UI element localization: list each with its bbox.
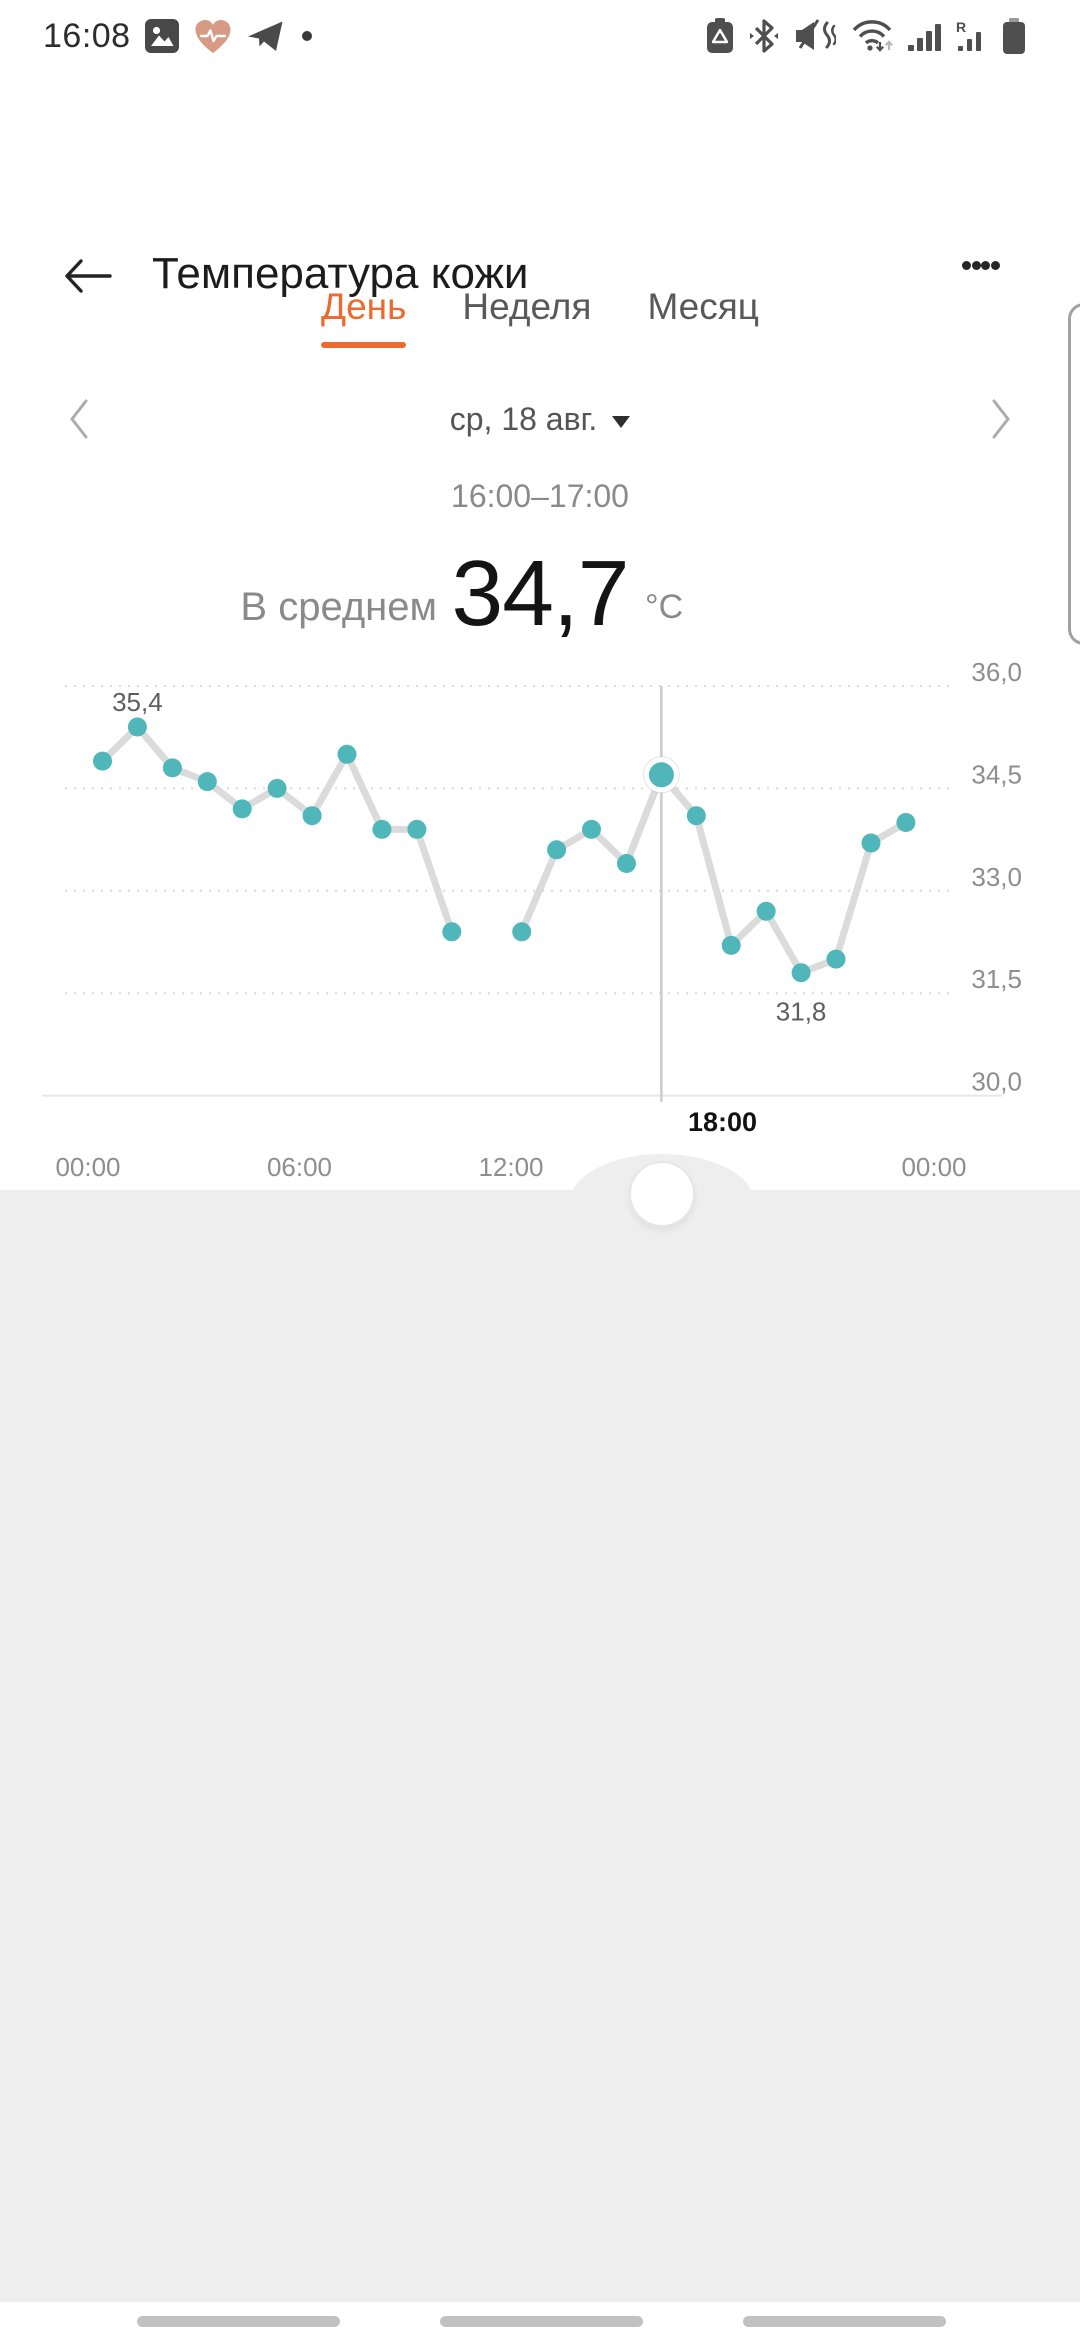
chart-point xyxy=(756,901,776,921)
tab-week-label: Неделя xyxy=(462,286,592,327)
header: Температура кожи xyxy=(0,118,1080,298)
annotation-label: 31,8 xyxy=(776,997,827,1027)
annotation-label: 35,4 xyxy=(112,687,163,717)
chart-point xyxy=(896,813,916,832)
y-axis-label: 30,0 xyxy=(971,1067,1022,1097)
health-heart-notification-icon xyxy=(195,19,231,53)
chart-point xyxy=(617,854,636,873)
status-bar-right: R xyxy=(706,0,1026,72)
roaming-signal-icon: R xyxy=(956,20,981,51)
x-axis-label: 12:00 xyxy=(478,1152,543,1182)
chart-point xyxy=(861,833,881,853)
chart-point xyxy=(197,772,217,792)
nav-pill-back[interactable] xyxy=(743,2316,946,2327)
chart-point xyxy=(127,717,147,737)
caret-down-icon xyxy=(612,415,631,428)
page-title: Температура кожи xyxy=(152,249,529,298)
scroll-indicator[interactable] xyxy=(1068,303,1080,645)
chart-line xyxy=(99,723,910,977)
x-axis-label: 06:00 xyxy=(267,1152,332,1182)
battery-saver-icon xyxy=(707,18,733,53)
selected-point xyxy=(648,762,674,788)
chart-point xyxy=(372,819,392,839)
dot xyxy=(990,261,1000,270)
y-axis-label: 34,5 xyxy=(971,759,1022,789)
tab-month-label: Месяц xyxy=(647,286,759,327)
next-day-button[interactable] xyxy=(986,397,1016,441)
y-axis-label: 31,5 xyxy=(971,964,1022,994)
chart-point xyxy=(686,806,706,826)
chart-point xyxy=(232,799,252,819)
more-options-button[interactable] xyxy=(962,261,1000,297)
y-axis-label: 33,0 xyxy=(971,862,1022,892)
chart-point xyxy=(93,751,112,771)
tab-week[interactable]: Неделя xyxy=(460,284,593,348)
chart-point xyxy=(337,744,357,764)
average-summary: В среднем 34,7 °C xyxy=(0,520,1080,650)
nav-pill-recents[interactable] xyxy=(137,2316,340,2327)
back-button[interactable] xyxy=(60,254,116,298)
dot xyxy=(981,261,991,270)
chart-point xyxy=(442,922,462,942)
bluetooth-icon xyxy=(750,19,778,53)
temperature-chart[interactable]: 36,0 34,5 33,0 31,5 30,0 35,4 31,8 00:00 06:00 12… xyxy=(0,640,1080,1200)
bottom-panel xyxy=(0,1190,1080,2302)
chart-point xyxy=(162,758,182,778)
active-tab-indicator xyxy=(321,342,407,348)
tab-day[interactable]: День xyxy=(319,284,408,348)
dot xyxy=(962,261,971,270)
status-bar-left: 16:08 xyxy=(43,0,312,72)
average-value: 34,7 xyxy=(451,541,629,645)
period-tabs: День Неделя Месяц xyxy=(0,284,1080,348)
previous-day-button[interactable] xyxy=(64,397,94,441)
x-axis-label: 00:00 xyxy=(901,1152,966,1182)
chart-point xyxy=(791,963,811,983)
dot xyxy=(971,261,981,270)
date-selector[interactable]: ср, 18 авг. xyxy=(0,395,1080,443)
average-label: В среднем xyxy=(240,585,437,629)
chart-point xyxy=(267,778,287,798)
y-axis-label: 36,0 xyxy=(971,657,1022,687)
battery-icon xyxy=(1003,17,1025,54)
date-nav: ср, 18 авг. xyxy=(0,395,1080,443)
date-label: ср, 18 авг. xyxy=(449,400,598,437)
clock: 16:08 xyxy=(43,16,131,55)
photo-notification-icon xyxy=(144,19,179,53)
wifi-arrows-icon xyxy=(852,20,894,52)
chart-point xyxy=(407,819,427,839)
x-axis-label: 00:00 xyxy=(55,1152,120,1182)
time-selector-handle[interactable] xyxy=(629,1161,695,1227)
tab-month[interactable]: Месяц xyxy=(645,284,761,348)
chart-point xyxy=(302,806,322,826)
chart-point xyxy=(512,922,532,942)
chart-point xyxy=(721,935,741,955)
notification-dot xyxy=(301,31,312,41)
signal-bars-icon xyxy=(908,24,941,51)
average-unit: °C xyxy=(645,588,684,626)
selected-time-range: 16:00–17:00 xyxy=(451,478,629,514)
x-axis-label: 18:00 xyxy=(688,1107,757,1137)
telegram-notification-icon xyxy=(247,21,283,51)
chart-point xyxy=(547,840,567,860)
vibrate-mute-icon xyxy=(796,19,836,50)
svg-text:R: R xyxy=(956,20,966,35)
tab-day-label: День xyxy=(321,286,407,327)
status-bar: 16:08 xyxy=(0,0,1080,72)
nav-pill-home[interactable] xyxy=(440,2316,643,2327)
chart-point xyxy=(826,949,846,969)
chart-point xyxy=(582,819,601,839)
